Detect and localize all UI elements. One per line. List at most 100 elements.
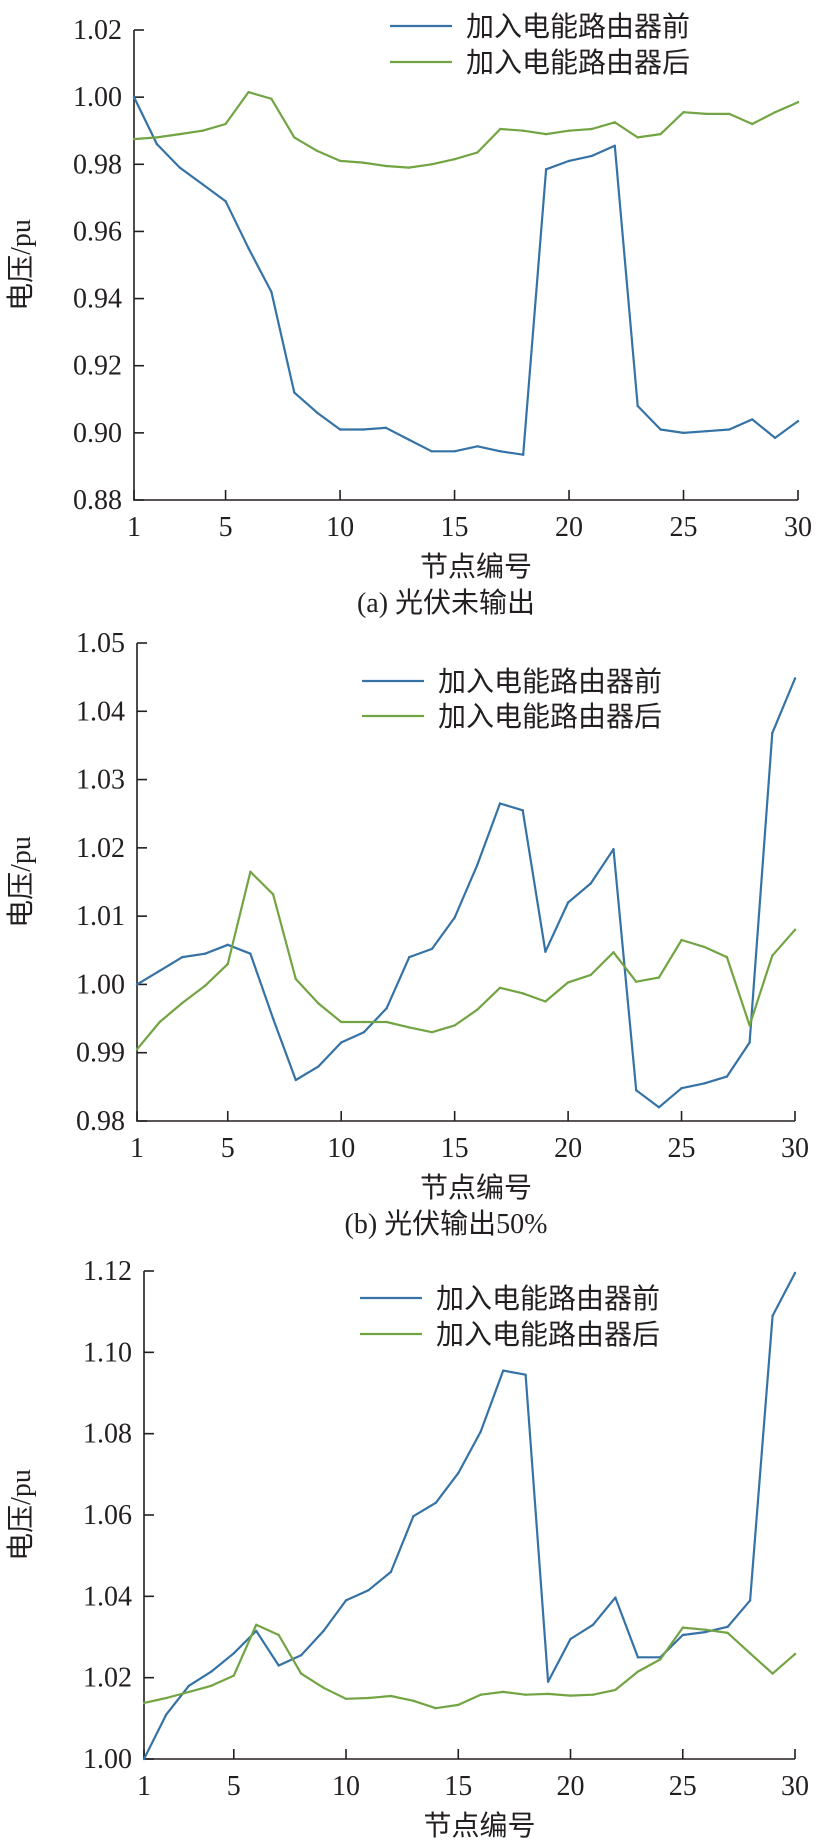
data-point [232,1674,235,1677]
data-point [247,247,250,250]
y-tick-label: 1.05 [76,628,125,659]
data-point [498,986,502,989]
data-point [210,1684,213,1688]
data-point [748,1041,751,1044]
chart-panel-2: 0.980.991.001.011.021.031.041.051 5 10 15 20… [5,628,809,1240]
x-tick-label: 30 [784,512,812,543]
data-point [590,127,594,131]
data-point [412,1699,415,1703]
data-point [224,122,227,126]
data-point [453,158,456,161]
data-point [680,938,683,942]
data-point [591,1623,595,1627]
x-axis-label: 节点编号 [420,1172,532,1204]
data-point [407,438,410,441]
data-point [178,132,181,136]
data-point [659,132,662,136]
y-tick-label: 0.88 [73,485,122,516]
data-point [748,1024,751,1027]
data-point [293,136,296,139]
data-point [453,450,456,453]
x-tick-label: 5 [227,1771,241,1802]
data-point [270,290,273,294]
data-point [430,163,433,166]
x-tick-label: 10 [327,1133,355,1164]
series-line-1 [132,95,800,456]
x-tick-label: 30 [781,1133,809,1164]
data-point [725,955,729,959]
data-point [546,1692,550,1696]
data-point [407,166,410,169]
data-point [361,428,365,431]
data-point [255,1623,258,1627]
data-point [703,945,706,949]
data-point [316,149,319,153]
data-point [270,97,273,101]
data-point [614,1688,617,1692]
data-point [773,436,777,440]
data-point [613,144,616,147]
x-tick-label: 15 [441,512,469,543]
y-tick-label: 0.99 [76,1038,125,1069]
data-point [340,1020,343,1024]
data-point [210,1670,213,1673]
data-point [771,954,774,957]
data-point [367,1696,370,1700]
y-tick-label: 1.02 [73,15,122,46]
data-point [344,1599,348,1602]
data-point [338,159,342,163]
x-tick-label: 1 [137,1771,151,1802]
series-line-2 [135,870,797,1051]
data-point [524,1693,527,1696]
data-point [567,129,571,132]
data-point [255,1629,258,1633]
data-point [612,848,615,851]
data-point [544,950,547,953]
data-point [316,411,319,414]
data-point [614,1596,617,1599]
data-point [249,870,252,873]
data-point [682,111,685,114]
legend-label: 加入电能路由器后 [466,47,690,79]
data-point [178,166,181,169]
data-point [384,426,388,429]
x-tick-label: 5 [221,1133,235,1164]
series-line-2 [132,90,800,169]
data-point [430,1031,434,1034]
y-tick-label: 1.03 [76,765,125,796]
x-tick-label: 5 [219,512,233,543]
data-point [165,1696,168,1700]
data-point [566,901,570,904]
data-point [479,1430,482,1433]
data-point [158,969,161,972]
data-point [725,1075,729,1078]
data-point [294,1078,297,1082]
x-axis-label: 节点编号 [423,1810,535,1842]
data-point [748,1599,752,1602]
data-point [277,1664,280,1667]
data-point [521,992,524,995]
y-tick-label: 0.92 [73,351,122,382]
y-tick-label: 1.04 [76,696,125,727]
x-tick-label: 1 [127,512,141,543]
data-point [793,1271,797,1275]
x-tick-label: 15 [441,1133,469,1164]
data-point [317,1065,320,1068]
figure-caption: (a) 光伏未输出 [357,587,535,619]
data-point [522,453,525,456]
data-point [728,428,731,431]
data-point [796,101,800,104]
data-point [299,1672,303,1675]
data-point [476,863,479,867]
y-tick-label: 0.90 [73,418,122,449]
chart-panel-3: 1.001.021.041.061.081.101.121 5 10 15 20 25 30… [5,1256,809,1842]
data-point [155,136,159,139]
data-point [544,1000,547,1003]
data-point [165,1713,168,1716]
data-point [344,1697,348,1701]
data-point [367,1589,370,1592]
data-point [203,984,207,987]
